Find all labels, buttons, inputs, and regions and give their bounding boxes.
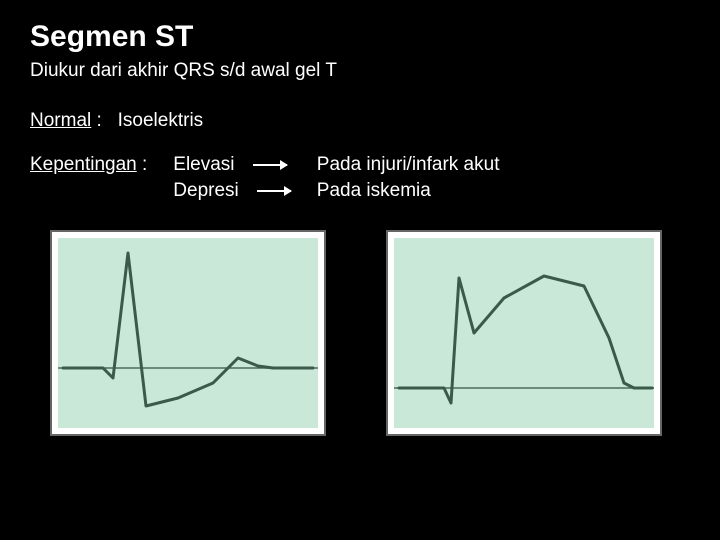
kp-name-0: Elevasi [173, 154, 234, 176]
ecg-depression-figure [58, 238, 318, 428]
kp-meaning-1: Pada iskemia [317, 180, 500, 202]
kepentingan-label: Kepentingan : [30, 154, 147, 176]
figures-row [50, 230, 690, 436]
ecg-bg [58, 238, 318, 428]
kepentingan-names: Elevasi Depresi [173, 154, 290, 202]
kepentingan-row: Kepentingan : Elevasi Depresi Pada injur… [30, 154, 690, 202]
kp-meaning-0: Pada injuri/infark akut [317, 154, 500, 176]
colon: : [97, 110, 113, 131]
kp-name-1: Depresi [173, 180, 238, 202]
slide-title: Segmen ST [30, 20, 690, 54]
figure-right-frame [386, 230, 662, 436]
ecg-elevation-figure [394, 238, 654, 428]
normal-value: Isoelektris [118, 110, 204, 131]
figure-left-frame [50, 230, 326, 436]
arrow-icon [253, 164, 287, 166]
slide-subtitle: Diukur dari akhir QRS s/d awal gel T [30, 60, 690, 82]
normal-label: Normal [30, 110, 91, 131]
arrow-icon [257, 190, 291, 192]
kepentingan-meanings: Pada injuri/infark akut Pada iskemia [317, 154, 500, 202]
ecg-bg [394, 238, 654, 428]
normal-line: Normal : Isoelektris [30, 110, 690, 132]
